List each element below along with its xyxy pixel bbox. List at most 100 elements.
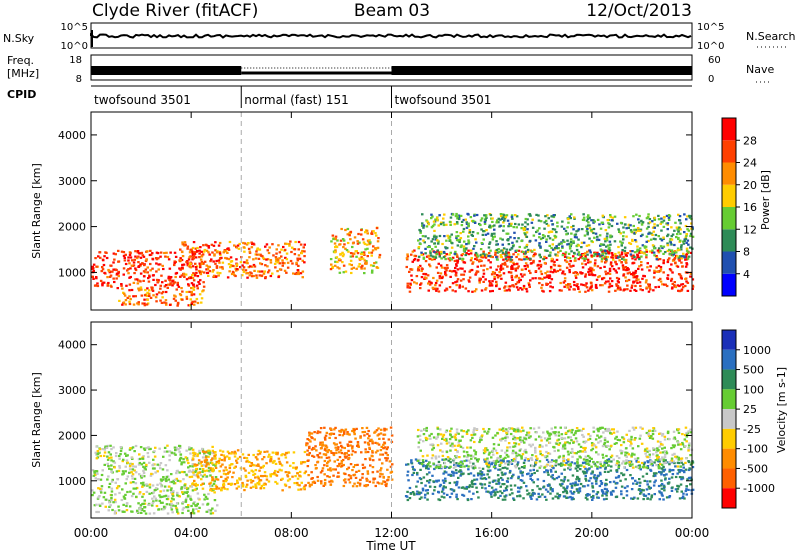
echo-cell — [590, 240, 593, 243]
echo-cell — [613, 240, 617, 243]
echo-cell — [367, 442, 370, 445]
echo-cell — [531, 494, 534, 497]
echo-cell — [650, 251, 654, 254]
echo-cell — [443, 289, 447, 292]
echo-cell — [499, 490, 502, 493]
echo-cell — [570, 243, 573, 246]
echo-cell — [291, 475, 294, 478]
echo-cell — [385, 484, 388, 488]
echo-cell — [194, 247, 198, 250]
echo-cell — [657, 235, 660, 238]
echo-cell — [91, 494, 94, 497]
echo-cell — [493, 277, 496, 281]
echo-cell — [212, 269, 215, 272]
echo-cell — [250, 246, 254, 249]
echo-cell — [119, 449, 123, 453]
echo-cell — [617, 228, 620, 231]
echo-cell — [350, 267, 354, 270]
echo-cell — [475, 486, 478, 489]
echo-cell — [659, 277, 662, 280]
echo-cell — [204, 243, 208, 246]
echo-cell — [493, 275, 496, 278]
echo-cell — [330, 451, 333, 454]
echo-cell — [457, 462, 461, 465]
echo-cell — [194, 262, 197, 265]
echo-cell — [498, 250, 501, 253]
echo-cell — [642, 463, 646, 466]
echo-cell — [616, 256, 620, 259]
echo-cell — [169, 276, 173, 279]
echo-cell — [553, 248, 556, 251]
echo-cell — [592, 430, 596, 433]
echo-cell — [497, 496, 500, 499]
echo-cell — [521, 275, 524, 278]
echo-cell — [192, 254, 196, 258]
echo-cell — [347, 250, 350, 253]
echo-cell — [517, 276, 521, 279]
echo-cell — [324, 438, 327, 441]
echo-cell — [446, 266, 449, 269]
echo-cell — [673, 258, 676, 261]
echo-cell — [367, 429, 370, 433]
echo-cell — [581, 272, 584, 275]
echo-cell — [550, 475, 553, 478]
echo-cell — [145, 483, 148, 486]
echo-cell — [346, 233, 349, 236]
echo-cell — [202, 262, 205, 265]
echo-cell — [292, 451, 296, 454]
echo-cell — [288, 478, 292, 481]
echo-cell — [151, 258, 155, 261]
echo-cell — [173, 251, 177, 254]
echo-cell — [205, 469, 209, 472]
echo-cell — [182, 506, 185, 509]
echo-cell — [338, 456, 342, 459]
echo-cell — [181, 511, 184, 515]
echo-cell — [116, 485, 120, 488]
echo-cell — [149, 269, 152, 272]
echo-cell — [516, 267, 519, 270]
echo-cell — [183, 484, 186, 487]
echo-cell — [615, 469, 619, 472]
echo-cell — [192, 502, 195, 505]
echo-cell — [248, 250, 251, 253]
echo-cell — [550, 246, 553, 250]
echo-cell — [161, 281, 164, 284]
echo-cell — [572, 280, 576, 284]
echo-cell — [454, 274, 458, 277]
echo-cell — [356, 441, 360, 444]
echo-cell — [513, 484, 517, 487]
echo-cell — [630, 286, 633, 289]
echo-cell — [189, 262, 192, 265]
echo-cell — [455, 284, 458, 287]
echo-cell — [620, 244, 623, 247]
echo-cell — [129, 447, 132, 450]
echo-cell — [316, 431, 319, 435]
echo-cell — [532, 255, 535, 258]
echo-cell — [215, 487, 218, 490]
colorbar-swatch — [722, 251, 736, 274]
echo-cell — [125, 509, 129, 512]
echo-cell — [227, 258, 231, 261]
echo-cell — [193, 463, 197, 466]
echo-cell — [346, 444, 350, 447]
echo-cell — [235, 487, 239, 490]
echo-cell — [186, 245, 190, 248]
echo-cell — [593, 236, 596, 239]
echo-cell — [117, 509, 121, 512]
echo-cell — [482, 280, 485, 283]
echo-cell — [501, 238, 504, 241]
echo-cell — [519, 278, 522, 282]
echo-cell — [351, 450, 355, 453]
echo-cell — [480, 471, 484, 474]
echo-cell — [191, 274, 194, 277]
echo-cell — [175, 507, 178, 510]
echo-cell — [180, 287, 183, 290]
echo-cell — [687, 460, 690, 463]
echo-cell — [593, 462, 596, 465]
echo-cell — [490, 284, 494, 287]
echo-cell — [306, 453, 309, 456]
echo-cell — [592, 490, 595, 493]
echo-cell — [475, 241, 478, 244]
echo-cell — [551, 490, 554, 493]
echo-cell — [139, 457, 142, 460]
